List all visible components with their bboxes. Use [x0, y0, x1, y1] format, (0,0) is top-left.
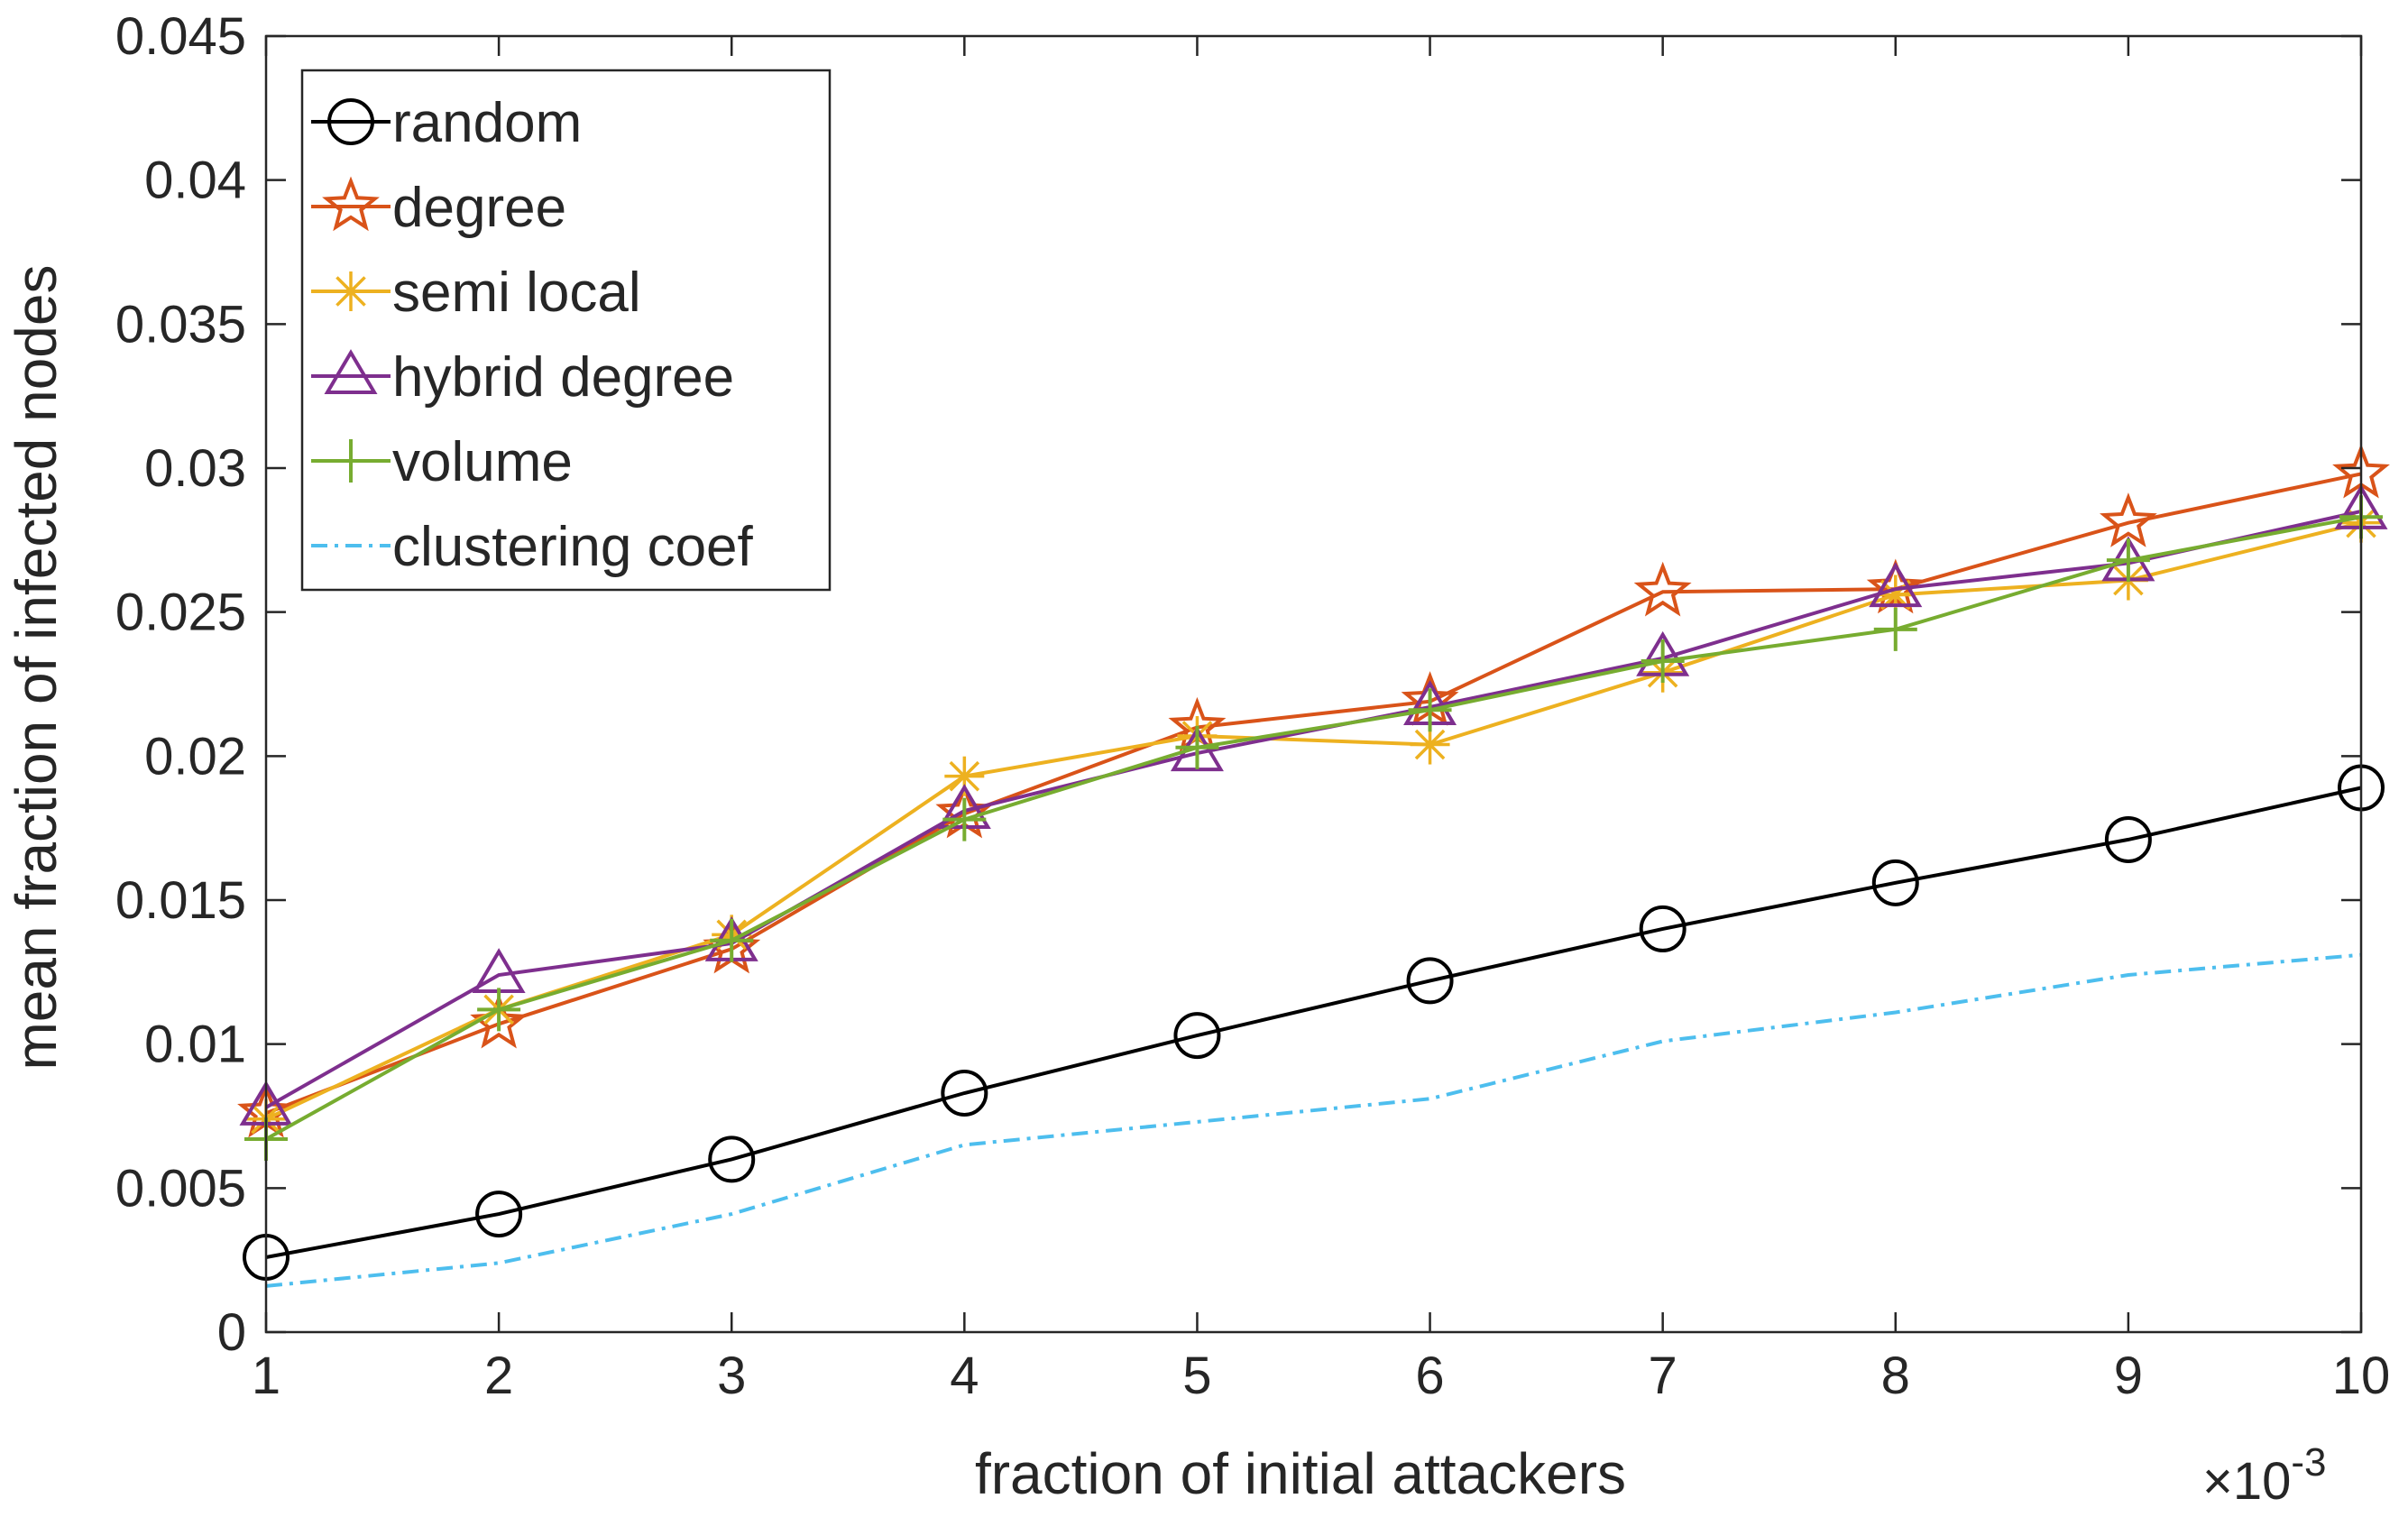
legend-entry: random	[311, 92, 582, 154]
y-tick-label: 0.005	[115, 1159, 246, 1218]
series-line	[265, 520, 2362, 1121]
y-axis-label: mean fraction of infected nodes	[4, 265, 69, 1071]
legend-entry: degree	[311, 176, 566, 239]
data-point	[475, 1191, 523, 1238]
y-tick-label: 0.035	[115, 295, 246, 354]
data-point	[710, 918, 754, 962]
y-tick-label: 0.015	[115, 871, 246, 930]
y-tick-label: 0.025	[115, 584, 246, 642]
legend-marker	[331, 271, 371, 311]
x-tick-label: 7	[1649, 1347, 1677, 1405]
series-line	[265, 786, 2362, 1259]
series-line	[265, 472, 2362, 1116]
y-tick-label: 0.02	[144, 727, 246, 786]
axes-box	[264, 34, 2363, 1334]
data-point	[2100, 492, 2157, 547]
legend: random degree semi local hybrid degree volum…	[300, 69, 832, 592]
y-tick-label: 0.04	[144, 152, 246, 210]
x-tick-label: 5	[1182, 1347, 1211, 1405]
data-point	[1406, 957, 1454, 1005]
legend-label: volume	[392, 431, 573, 493]
x-tick-label: 3	[717, 1347, 746, 1405]
plot-area	[237, 443, 2390, 1288]
x-axis-exponent-base: ×10	[2202, 1452, 2291, 1511]
data-point	[1871, 859, 1919, 906]
data-point	[941, 1069, 988, 1117]
data-point	[2106, 538, 2150, 583]
legend-label: random	[392, 92, 582, 154]
legend-label: degree	[392, 177, 566, 239]
legend-label: clustering coef	[392, 516, 754, 578]
legend-marker	[327, 98, 374, 145]
data-point	[1408, 688, 1452, 732]
data-point	[1173, 1012, 1221, 1060]
legend-entry: volume	[311, 431, 573, 493]
x-tick-label: 8	[1881, 1347, 1910, 1405]
axes: 1 2 3 4 5 6 7 8 9 10 0 0.005 0.01 0.015 0.02 0.025 0.03 0…	[115, 7, 2390, 1405]
y-tick-label: 0.01	[144, 1016, 246, 1074]
x-tick-label: 6	[1415, 1347, 1444, 1405]
x-axis-label: fraction of initial attackers	[975, 1441, 1626, 1506]
x-axis-exponent-power: -3	[2291, 1440, 2326, 1485]
data-point	[1175, 725, 1219, 769]
y-tick-label: 0	[217, 1303, 246, 1362]
data-point	[477, 988, 521, 1032]
data-point	[708, 1135, 756, 1183]
data-point	[1641, 639, 1685, 683]
legend-label: semi local	[392, 262, 641, 324]
legend-entry: hybrid degree	[311, 346, 734, 409]
data-point	[942, 797, 987, 841]
data-point	[2104, 815, 2152, 863]
y-tick-label: 0.045	[115, 7, 246, 66]
legend-entry: semi local	[311, 262, 641, 324]
series-line	[265, 515, 2362, 1141]
legend-box	[300, 69, 832, 592]
series-line	[265, 952, 2362, 1288]
data-point	[470, 993, 528, 1049]
legend-label: hybrid degree	[392, 346, 734, 409]
data-point	[1633, 561, 1692, 617]
data-point	[1873, 607, 1917, 651]
data-point	[1869, 562, 1923, 608]
x-axis-exponent: ×10-3	[2202, 1440, 2327, 1511]
legend-marker	[322, 176, 380, 232]
legend-marker	[324, 349, 378, 394]
legend-marker	[329, 439, 372, 483]
legend-entry: clustering coef	[311, 516, 754, 578]
x-tick-label: 2	[484, 1347, 513, 1405]
x-tick-label: 1	[252, 1347, 280, 1405]
y-tick-label: 0.03	[144, 439, 246, 498]
x-tick-label: 4	[950, 1347, 979, 1405]
series-clustering-coef	[265, 952, 2362, 1288]
x-tick-label: 10	[2332, 1347, 2391, 1405]
data-point	[1639, 905, 1687, 952]
x-tick-label: 9	[2114, 1347, 2143, 1405]
